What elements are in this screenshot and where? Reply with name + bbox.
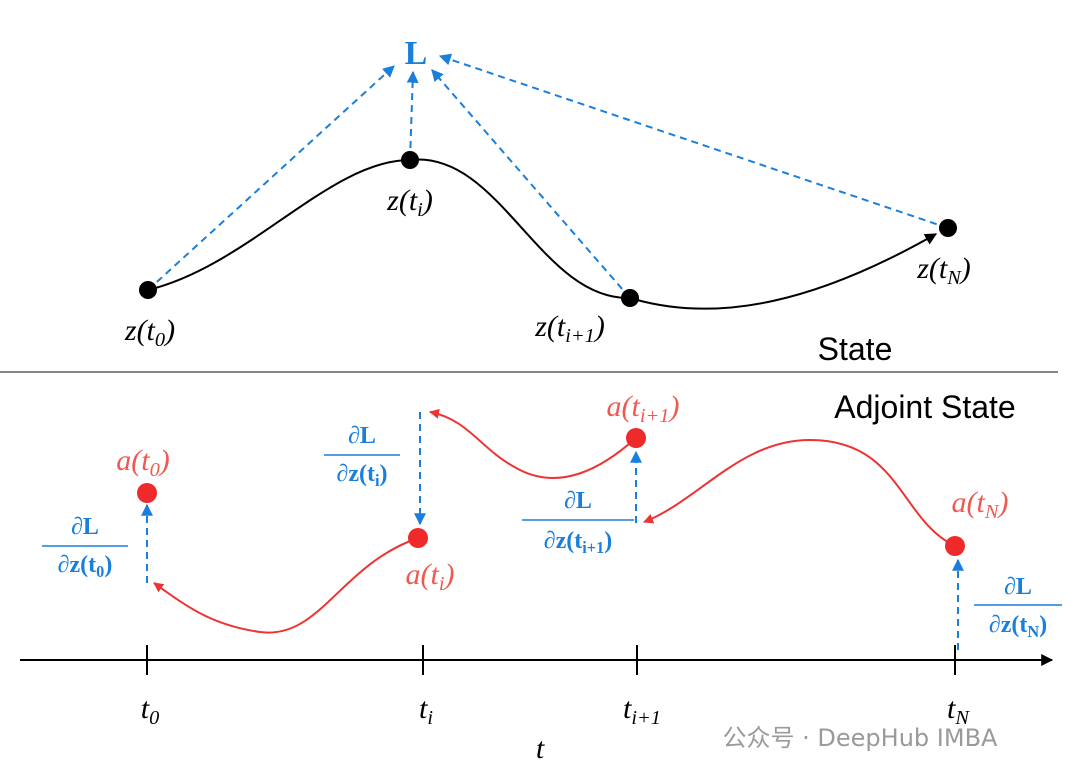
adjoint-points xyxy=(137,428,965,556)
numerator: ∂L xyxy=(71,514,99,540)
denominator: ∂z(tN) xyxy=(989,612,1047,641)
tick-label: ti+1 xyxy=(623,692,661,729)
state-label: z(ti) xyxy=(386,184,433,221)
adjoint-title: Adjoint State xyxy=(834,389,1015,425)
axis-ticks xyxy=(146,645,956,675)
denominator: ∂z(ti) xyxy=(336,461,387,490)
adjoint-curve xyxy=(429,408,637,479)
axis-label: t xyxy=(536,732,545,765)
loss-arrow xyxy=(406,70,419,161)
state-point xyxy=(139,281,157,299)
gradient-fraction: ∂L ∂z(ti+1) xyxy=(522,488,634,557)
loss-arrow xyxy=(438,53,949,229)
adjoint-point xyxy=(137,483,157,503)
denominator: ∂z(t0) xyxy=(58,552,113,581)
numerator: ∂L xyxy=(348,423,376,449)
watermark: 公众号 · DeepHub IMBA xyxy=(723,724,999,752)
adjoint-label: a(tN) xyxy=(952,486,1009,523)
state-point xyxy=(401,151,419,169)
state-point xyxy=(939,219,957,237)
loss-arrows xyxy=(147,53,949,299)
adjoint-point xyxy=(408,528,428,548)
tick-label: ti xyxy=(419,692,433,729)
denominator: ∂z(ti+1) xyxy=(544,528,612,557)
adjoint-point xyxy=(626,428,646,448)
adjoint-curves xyxy=(153,408,956,634)
gradient-fraction: ∂L ∂z(t0) xyxy=(42,514,128,581)
state-label: z(tN) xyxy=(916,252,971,289)
adjoint-curve xyxy=(643,438,956,547)
state-label: z(t0) xyxy=(124,314,175,351)
loss-arrow xyxy=(147,65,395,291)
tick-label: t0 xyxy=(141,692,160,729)
tick-label: tN xyxy=(947,692,970,729)
adjoint-label: a(ti+1) xyxy=(607,390,680,427)
loss-label: L xyxy=(405,35,428,72)
adjoint-label: a(ti) xyxy=(406,558,455,595)
numerator: ∂L xyxy=(1004,574,1032,600)
state-point xyxy=(621,289,639,307)
adjoint-point xyxy=(945,536,965,556)
state-title: State xyxy=(818,331,893,367)
state-label: z(ti+1) xyxy=(534,310,605,347)
loss-arrow xyxy=(431,69,631,299)
adjoint-label: a(t0) xyxy=(116,444,170,481)
state-curve xyxy=(147,158,938,310)
gradient-fraction: ∂L ∂z(tN) xyxy=(974,574,1062,641)
numerator: ∂L xyxy=(564,488,592,514)
gradient-arrows xyxy=(141,412,964,650)
gradient-fraction: ∂L ∂z(ti) xyxy=(324,423,400,490)
adjoint-curve xyxy=(153,537,419,634)
state-points xyxy=(139,151,957,307)
